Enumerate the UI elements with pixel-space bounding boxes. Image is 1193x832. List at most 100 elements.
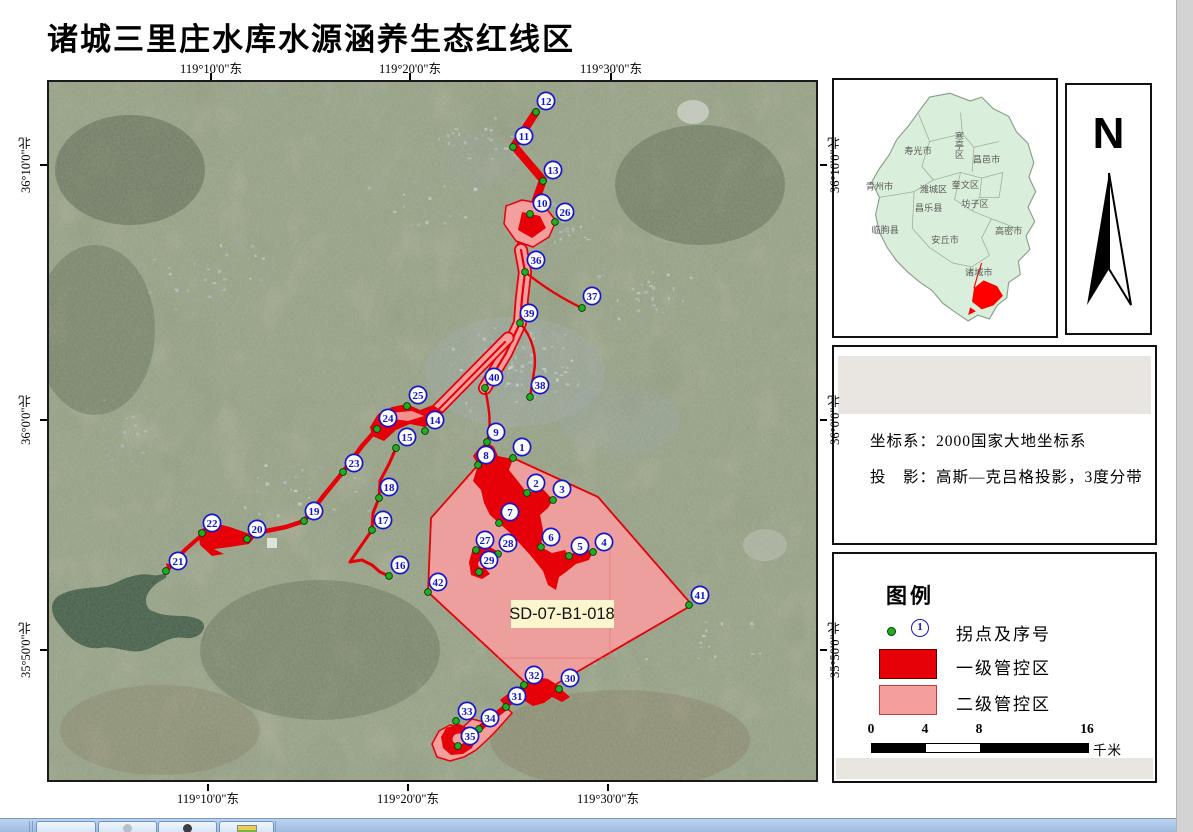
coordinate-info-panel: 坐标系：2000国家大地坐标系 投 影：高斯—克吕格投影，3度分带 [832,345,1157,545]
taskbar-window-button[interactable] [36,821,96,832]
map-point-27[interactable]: 27 [472,530,495,554]
point-circle [304,501,324,521]
point-circle [408,385,428,405]
main-map[interactable]: SD-07-B1-018 1 2 3 4 5 6 7 8 9 10 11 12 13 14 15 16 17 18… [47,80,818,782]
point-circle [552,479,572,499]
map-point-19[interactable]: 19 [300,501,324,525]
axis-label-right: 36°10'0"北 [828,136,842,194]
map-point-18[interactable]: 18 [375,477,399,502]
map-point-37[interactable]: 37 [578,286,602,312]
point-number: 25 [413,390,425,402]
map-point-11[interactable]: 11 [509,126,534,151]
taskbar-window-button[interactable] [219,821,274,832]
map-point-14[interactable]: 14 [421,410,445,435]
map-point-8[interactable]: 8 [474,445,496,469]
legend-point-dot [887,627,896,636]
map-point-32[interactable]: 32 [520,665,544,689]
map-point-21[interactable]: 21 [162,551,188,575]
map-point-5[interactable]: 5 [565,536,590,560]
point-number: 26 [560,207,572,219]
point-circle [507,686,527,706]
point-dot [509,143,517,151]
map-point-36[interactable]: 36 [521,250,546,276]
map-point-7[interactable]: 7 [495,502,520,527]
map-point-3[interactable]: 3 [549,479,572,504]
map-point-41[interactable]: 41 [685,585,710,609]
map-point-13[interactable]: 13 [539,160,563,185]
map-point-23[interactable]: 23 [339,453,364,476]
point-number: 39 [524,308,536,320]
axis-tick [610,73,612,80]
map-point-25[interactable]: 25 [403,385,428,410]
map-point-12[interactable]: 12 [532,91,556,116]
map-point-40[interactable]: 40 [481,367,504,392]
map-point-29[interactable]: 29 [475,550,499,576]
map-point-10[interactable]: 10 [526,193,552,218]
map-point-4[interactable]: 4 [589,532,614,556]
point-dot [392,444,400,452]
legend-title: 图例 [886,584,934,608]
point-number: 23 [349,458,361,470]
point-number: 30 [565,673,577,685]
point-dot [685,601,693,609]
scale-bar [871,743,1089,753]
point-circle [582,286,602,306]
map-point-31[interactable]: 31 [502,686,527,711]
district-label: 潍城区 [920,184,947,195]
point-circle [378,408,398,428]
point-dot [198,529,206,537]
map-point-22[interactable]: 22 [198,513,222,537]
point-dot [578,304,586,312]
point-circle [484,367,504,387]
map-point-17[interactable]: 17 [368,510,393,534]
taskbar-window-button[interactable] [158,821,217,832]
point-number: 3 [559,484,565,496]
point-circle [373,510,393,530]
map-point-20[interactable]: 20 [243,519,267,543]
taskbar[interactable] [0,818,1176,832]
point-circle [390,555,410,575]
taskbar-window-button[interactable] [98,821,157,832]
taskbar-separator [32,821,33,832]
axis-label-top: 119°30'0"东 [580,62,642,76]
map-point-39[interactable]: 39 [516,303,539,327]
point-dot [373,425,381,433]
map-point-24[interactable]: 24 [373,408,398,433]
point-dot [403,402,411,410]
point-number: 11 [519,131,529,143]
scale-tick-4: 4 [921,721,929,736]
inset-overview-map[interactable]: 寿光市 寒亭区 昌邑市 青州市 潍城区 奎文区 昌乐县 坊子区 临朐县 安丘市 高密市 诸城市 [832,78,1058,338]
map-point-6[interactable]: 6 [537,527,561,551]
map-point-16[interactable]: 16 [385,555,410,580]
legend-swatch-secondary [879,685,937,715]
map-point-30[interactable]: 30 [555,668,580,693]
map-point-1[interactable]: 1 [509,437,532,462]
point-circle [379,477,399,497]
coordinate-system-text: 坐标系：2000国家大地坐标系 [870,433,1087,450]
scale-tick-8: 8 [975,721,983,736]
map-point-2[interactable]: 2 [523,473,546,497]
point-dot [526,393,534,401]
point-circle [532,193,552,213]
map-point-15[interactable]: 15 [392,427,417,452]
taskbar-separator [275,821,276,832]
map-point-26[interactable]: 26 [551,202,575,226]
point-number: 15 [402,432,414,444]
map-point-9[interactable]: 9 [483,422,506,446]
map-point-42[interactable]: 42 [424,572,448,596]
point-circle [536,91,556,111]
legend-point-circle: 1 [911,619,929,637]
point-number: 38 [535,380,547,392]
map-point-35[interactable]: 35 [454,726,480,750]
point-number: 2 [533,478,539,490]
point-number: 36 [531,255,543,267]
district-label: 昌乐县 [915,202,942,213]
point-dot [523,489,531,497]
district-label: 寿光市 [904,145,931,156]
axis-label-left: 36°0'0"北 [19,395,33,445]
map-point-38[interactable]: 38 [526,375,550,401]
axis-label-bottom: 119°30'0"东 [577,792,639,806]
point-number: 33 [462,706,474,718]
point-dot [162,567,170,575]
map-point-33[interactable]: 33 [452,701,477,725]
